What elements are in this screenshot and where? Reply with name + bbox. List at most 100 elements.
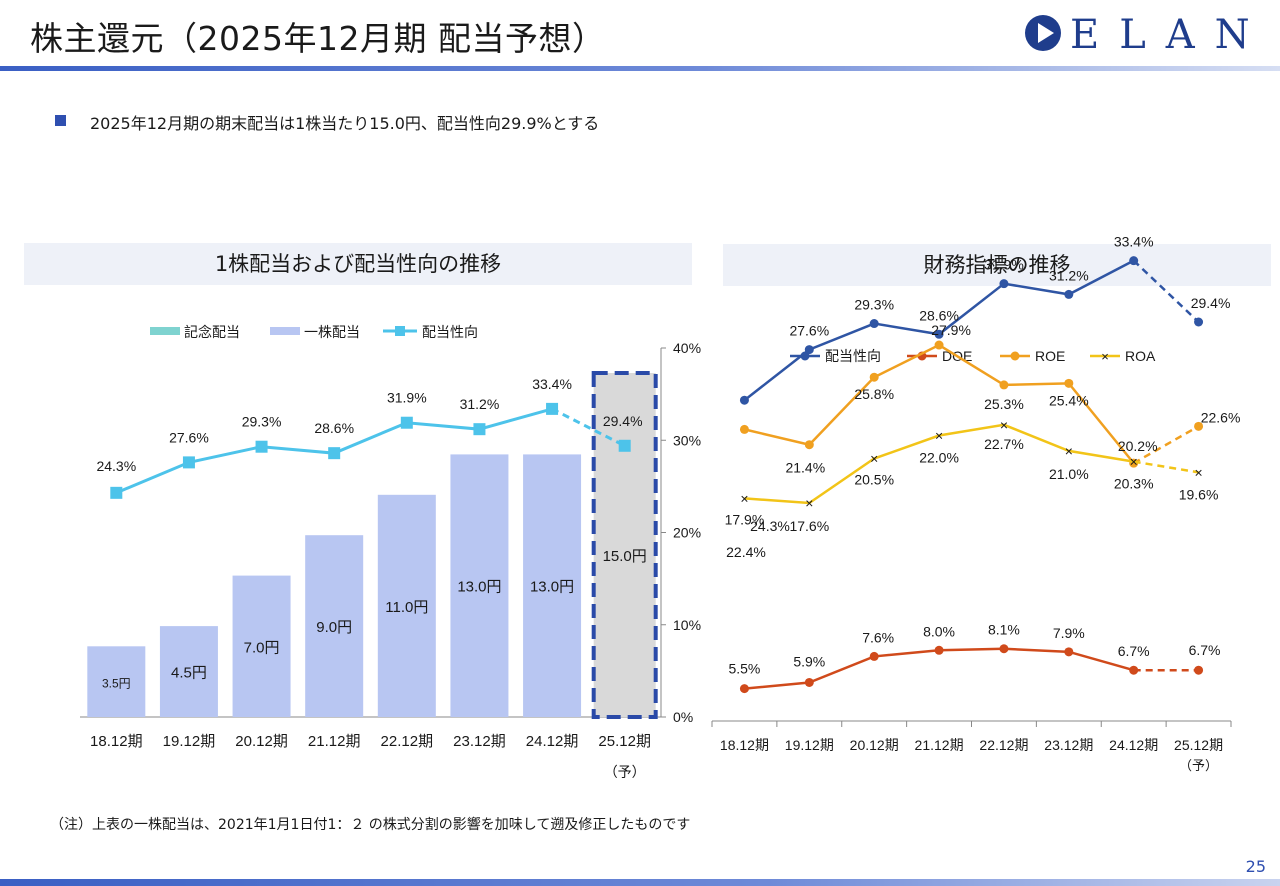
y-tick-label-4: 40% xyxy=(673,340,701,356)
series-2-point-3 xyxy=(934,340,944,350)
payout-label-5: 31.2% xyxy=(460,396,500,412)
payout-label-6: 33.4% xyxy=(532,376,572,392)
series-2-label-7: 22.6% xyxy=(1201,409,1241,425)
x-tick-label-3: 21.12期 xyxy=(308,733,361,750)
series-1-label-5: 7.9% xyxy=(1053,625,1085,641)
logo-text: ELAN xyxy=(1070,12,1270,58)
legend-r-label-2: ROE xyxy=(1035,348,1065,364)
payout-label-0: 24.3% xyxy=(96,458,136,474)
payout-point-3 xyxy=(328,447,341,460)
x-tick-label-1: 19.12期 xyxy=(163,733,216,750)
legend-label-1: 一株配当 xyxy=(304,324,360,340)
series-3-point-0: × xyxy=(740,490,748,506)
page-number: 25 xyxy=(1245,857,1266,876)
bar-label-6: 13.0円 xyxy=(530,579,574,596)
footnote: （注）上表の一株配当は、2021年1月1日付1：２ の株式分割の影響を加味して遡… xyxy=(50,817,691,833)
series-2-label-6: 20.2% xyxy=(1118,438,1158,454)
bar-5 xyxy=(450,454,509,717)
x-tick-label-r-4: 22.12期 xyxy=(979,737,1028,753)
series-0-point-7 xyxy=(1194,317,1204,327)
x-tick-label-4: 22.12期 xyxy=(381,733,434,750)
series-2-label-1: 21.4% xyxy=(785,460,825,476)
series-3-forecast xyxy=(1133,460,1199,474)
series-1-label-7: 6.7% xyxy=(1189,642,1221,658)
series-1-point-6 xyxy=(1129,665,1139,675)
forecast-note-right: （予） xyxy=(1179,758,1218,773)
series-3-point-6: × xyxy=(1130,454,1138,470)
series-3-label-0: 17.9% xyxy=(725,511,765,527)
title-divider xyxy=(0,66,1280,71)
series-3-point-2: × xyxy=(870,451,878,467)
series-0-label-3: 28.6% xyxy=(919,307,959,323)
x-tick-label-5: 23.12期 xyxy=(453,733,506,750)
series-1-point-5 xyxy=(1064,647,1074,657)
legend-r-marker-2 xyxy=(1010,351,1020,361)
series-2-point-1 xyxy=(804,440,814,450)
series-3-point-1: × xyxy=(805,495,813,511)
bar-4 xyxy=(377,494,436,717)
series-2-label-5: 25.4% xyxy=(1049,392,1089,408)
bar-label-0: 3.5円 xyxy=(102,677,131,691)
series-3-label-4: 22.7% xyxy=(984,436,1024,452)
legend-r-label-0: 配当性向 xyxy=(825,348,881,364)
series-3-point-3: × xyxy=(935,428,943,444)
series-3-label-2: 20.5% xyxy=(854,472,894,488)
x-tick-label-7: 25.12期 xyxy=(598,733,651,750)
legend-swatch-1 xyxy=(270,327,300,335)
bar-0 xyxy=(87,646,146,717)
legend-marker-2 xyxy=(395,326,405,336)
bar-3 xyxy=(305,535,364,717)
payout-point-0 xyxy=(110,486,123,499)
legend-r-label-3: ROA xyxy=(1125,348,1156,364)
bar-label-1: 4.5円 xyxy=(171,665,207,682)
series-2-label-0: 22.4% xyxy=(726,544,766,560)
series-3-label-1: 17.6% xyxy=(789,518,829,534)
bar-label-5: 13.0円 xyxy=(457,579,501,596)
series-1-point-7 xyxy=(1194,665,1204,675)
legend-label-0: 記念配当 xyxy=(184,324,240,340)
series-0-label-2: 29.3% xyxy=(854,297,894,313)
series-2-label-4: 25.3% xyxy=(984,396,1024,412)
bar-6 xyxy=(523,454,582,717)
y-tick-label-1: 10% xyxy=(673,617,701,633)
x-tick-label-2: 20.12期 xyxy=(235,733,288,750)
series-3-label-5: 21.0% xyxy=(1049,466,1089,482)
series-0-point-0 xyxy=(739,395,749,405)
payout-point-6 xyxy=(546,402,559,415)
series-3-label-6: 20.3% xyxy=(1114,476,1154,492)
bar-2 xyxy=(232,575,291,717)
x-tick-label-r-1: 19.12期 xyxy=(785,737,834,753)
series-0-point-5 xyxy=(1064,289,1074,299)
x-tick-label-r-0: 18.12期 xyxy=(720,737,769,753)
footer-divider xyxy=(0,879,1280,886)
series-3-line xyxy=(744,423,1134,505)
payout-label-1: 27.6% xyxy=(169,429,209,445)
company-logo: ELAN xyxy=(1024,12,1264,58)
payout-point-7 xyxy=(618,439,631,452)
series-0-label-4: 31.9% xyxy=(984,257,1024,273)
bar-label-3: 9.0円 xyxy=(316,619,352,636)
series-1-label-0: 5.5% xyxy=(728,661,760,677)
series-0-point-1 xyxy=(804,345,814,355)
series-2-label-2: 25.8% xyxy=(854,386,894,402)
payout-label-4: 31.9% xyxy=(387,390,427,406)
legend-r-marker-3: × xyxy=(1101,349,1109,364)
series-3-label-7: 19.6% xyxy=(1179,486,1219,502)
legend-swatch-0 xyxy=(150,327,180,335)
bar-label-7: 15.0円 xyxy=(603,548,647,565)
bar-label-2: 7.0円 xyxy=(244,639,280,656)
x-tick-label-6: 24.12期 xyxy=(526,733,579,750)
series-1-label-6: 6.7% xyxy=(1118,643,1150,659)
x-tick-label-r-3: 21.12期 xyxy=(915,737,964,753)
y-tick-label-2: 20% xyxy=(673,525,701,541)
series-0-point-3 xyxy=(934,329,944,339)
bar-1 xyxy=(159,626,218,717)
series-2-label-3: 27.9% xyxy=(931,322,971,338)
series-0-label-0: 24.3% xyxy=(750,518,790,534)
series-2-point-2 xyxy=(869,372,879,382)
payout-label-3: 28.6% xyxy=(314,420,354,436)
payout-point-1 xyxy=(182,456,195,469)
series-0-label-5: 31.2% xyxy=(1049,267,1089,283)
x-tick-label-r-2: 20.12期 xyxy=(850,737,899,753)
